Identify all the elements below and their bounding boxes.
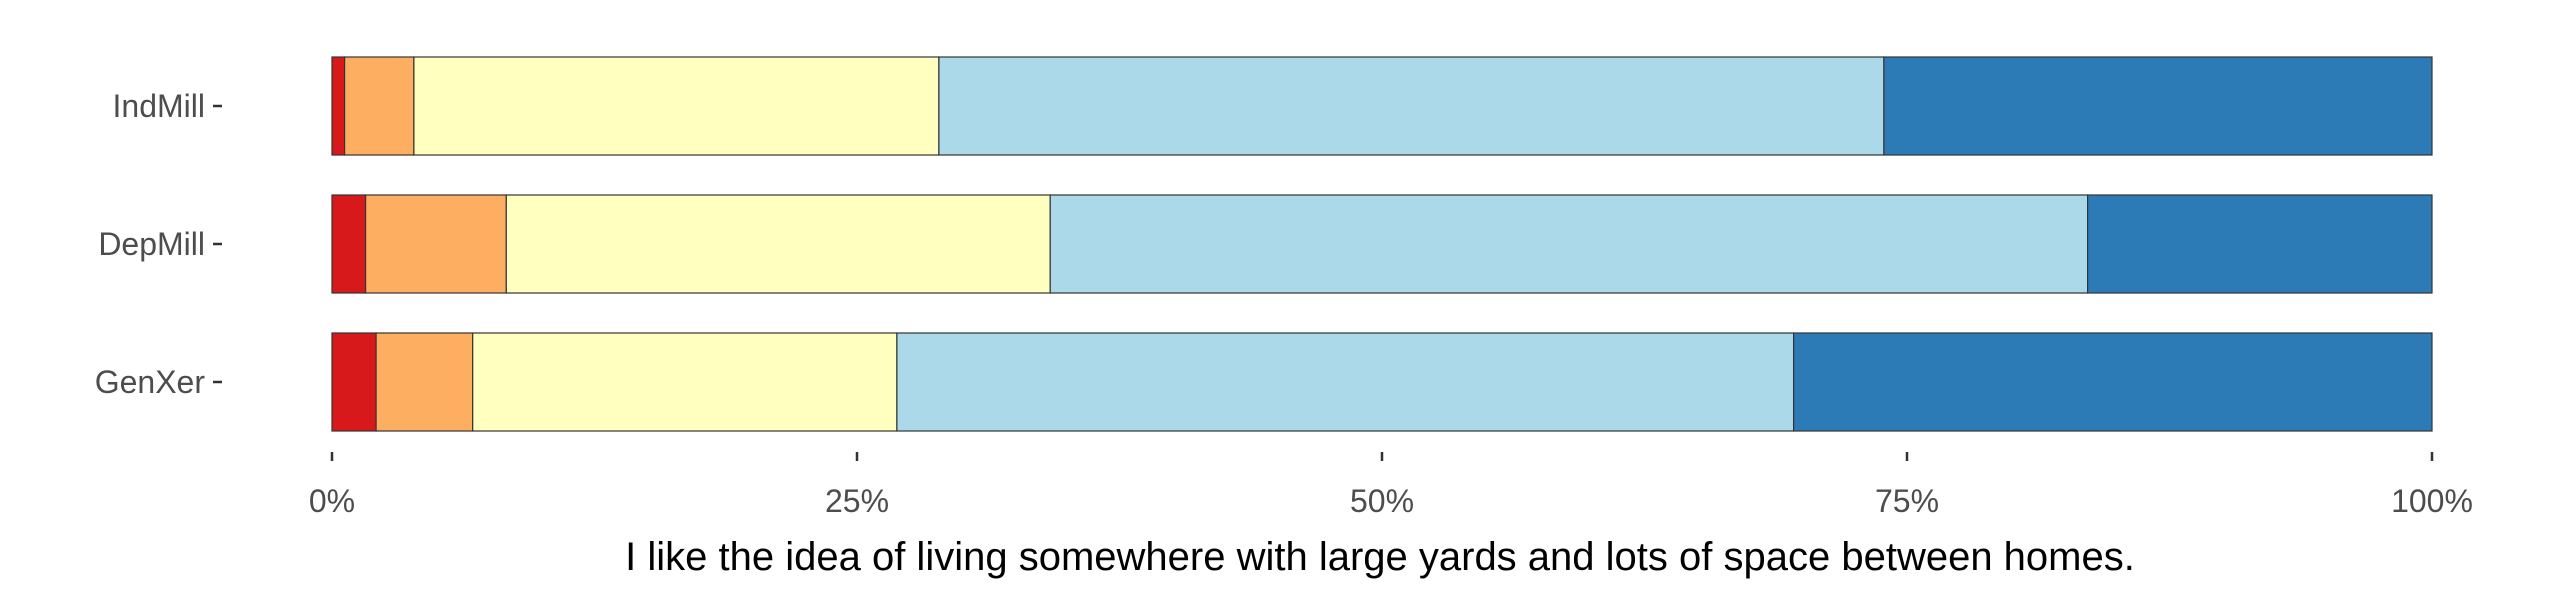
category-labels: IndMill DepMill GenXer bbox=[95, 88, 222, 400]
bar-DepMill-segment-1 bbox=[331, 194, 367, 294]
category-label: GenXer bbox=[95, 364, 206, 400]
x-axis: 0% 25% 50% 75% 100% bbox=[309, 452, 2473, 519]
bar-DepMill-segment-4 bbox=[1049, 194, 2089, 294]
category-label: DepMill bbox=[98, 226, 205, 262]
bar-DepMill-segment-2 bbox=[365, 194, 507, 294]
x-tick-label: 100% bbox=[2391, 483, 2473, 519]
bar-GenXer-segment-4 bbox=[896, 332, 1795, 432]
bar-IndMill-segment-3 bbox=[413, 56, 940, 156]
bar-IndMill-segment-2 bbox=[344, 56, 415, 156]
bars-group bbox=[331, 56, 2433, 432]
bar-IndMill-segment-4 bbox=[938, 56, 1885, 156]
category-label: IndMill bbox=[113, 88, 205, 124]
x-tick-label: 75% bbox=[1875, 483, 1939, 519]
x-tick-label: 50% bbox=[1350, 483, 1414, 519]
x-tick-label: 25% bbox=[825, 483, 889, 519]
x-axis-title: I like the idea of living somewhere with… bbox=[625, 535, 2135, 579]
bar-GenXer-segment-5 bbox=[1792, 332, 2433, 432]
x-tick-label: 0% bbox=[309, 483, 355, 519]
bar-GenXer-segment-3 bbox=[472, 332, 898, 432]
bar-GenXer-segment-2 bbox=[375, 332, 474, 432]
bar-DepMill-segment-3 bbox=[505, 194, 1051, 294]
bar-IndMill-segment-5 bbox=[1883, 56, 2433, 156]
bar-GenXer-segment-1 bbox=[331, 332, 377, 432]
bar-IndMill-segment-1 bbox=[331, 56, 346, 156]
bar-DepMill-segment-5 bbox=[2087, 194, 2433, 294]
